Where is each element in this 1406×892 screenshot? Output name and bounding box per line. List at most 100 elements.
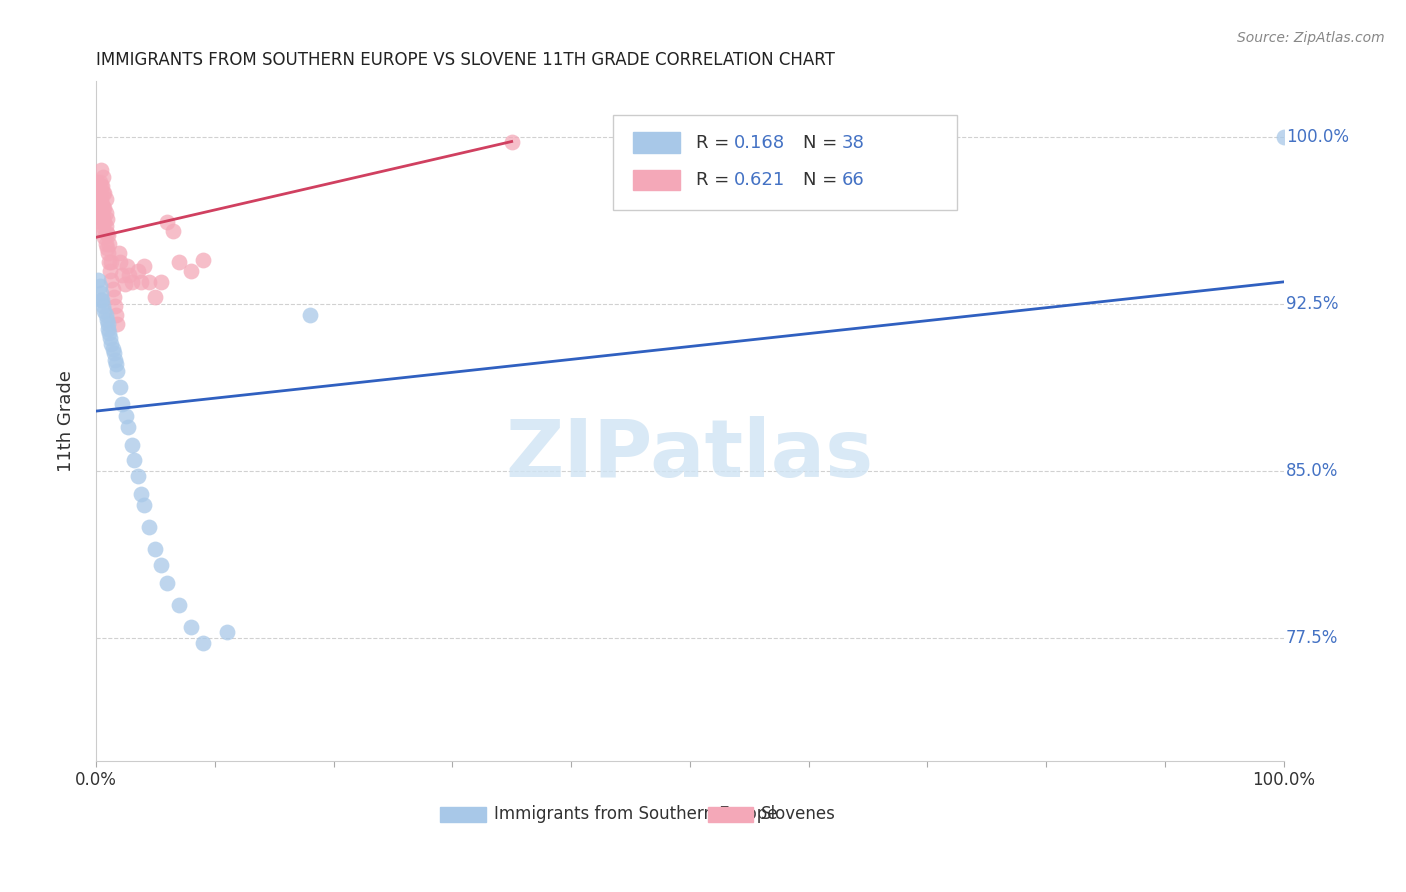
Point [108,255,131,269]
Point [96,212,118,227]
Point [100,337,122,351]
Point [118,268,141,283]
Point [101,342,124,356]
Point [150,558,173,572]
Point [91,212,114,227]
Point [87,179,110,194]
Point [138,275,160,289]
Point [89,279,111,293]
Point [91,219,114,234]
Point [94,308,117,322]
Point [104,352,127,367]
Text: Slovenes: Slovenes [761,805,837,823]
Point [100,255,122,269]
Text: 100.0%: 100.0% [1286,128,1348,146]
Text: 77.5%: 77.5% [1286,630,1339,648]
Point [91,197,114,211]
Point [180,620,202,634]
Point [108,379,131,393]
Point [97,228,120,243]
Point [191,252,214,267]
Point [105,308,128,322]
Point [86,175,108,189]
FancyBboxPatch shape [633,169,681,190]
Text: 85.0%: 85.0% [1286,462,1339,480]
Text: Source: ZipAtlas.com: Source: ZipAtlas.com [1237,31,1385,45]
Point [90,203,112,218]
Point [191,636,214,650]
Point [87,193,110,207]
Point [103,346,125,360]
Point [298,308,321,322]
Point [156,575,179,590]
Point [97,317,120,331]
Point [94,206,117,220]
Point [90,285,112,300]
Text: 38: 38 [842,134,865,152]
Point [115,260,138,274]
Point [129,486,152,500]
Text: 92.5%: 92.5% [1286,295,1339,313]
Point [111,397,134,411]
Point [98,264,121,278]
Point [180,264,202,278]
Point [89,208,111,222]
Text: N =: N = [803,171,842,189]
Point [89,186,111,200]
Point [167,255,190,269]
Point [1272,130,1295,145]
Point [104,299,127,313]
Point [91,170,114,185]
FancyBboxPatch shape [440,807,485,822]
FancyBboxPatch shape [613,115,957,211]
Point [150,275,173,289]
Point [501,135,523,149]
Point [93,186,115,200]
Point [94,193,117,207]
Point [122,453,145,467]
Point [121,275,143,289]
Point [127,264,149,278]
Point [162,224,184,238]
Point [100,273,122,287]
Point [90,193,112,207]
Point [111,268,134,283]
Text: ZIPatlas: ZIPatlas [506,416,875,494]
Point [91,202,114,216]
Point [98,330,121,344]
Point [105,364,128,378]
Point [94,219,117,234]
Point [127,468,149,483]
Point [98,326,121,340]
Point [98,255,121,269]
Point [105,357,128,371]
Point [86,186,108,200]
Point [91,299,114,313]
Point [94,237,117,252]
Point [93,230,115,244]
Point [138,520,160,534]
Point [87,273,110,287]
Point [114,409,136,423]
Text: 66: 66 [842,171,865,189]
FancyBboxPatch shape [633,132,681,153]
Point [97,321,120,335]
Point [105,317,128,331]
Point [107,246,129,260]
Point [90,163,112,178]
Point [93,202,115,216]
Point [103,290,125,304]
Text: R =: R = [696,134,735,152]
Point [86,193,108,207]
Y-axis label: 11th Grade: 11th Grade [58,370,75,472]
Point [156,215,179,229]
Point [93,303,115,318]
Point [117,419,139,434]
Point [96,226,118,240]
Point [132,260,155,274]
Point [90,293,112,307]
Point [101,281,124,295]
Point [96,312,118,326]
Point [97,246,120,260]
Point [114,277,136,291]
